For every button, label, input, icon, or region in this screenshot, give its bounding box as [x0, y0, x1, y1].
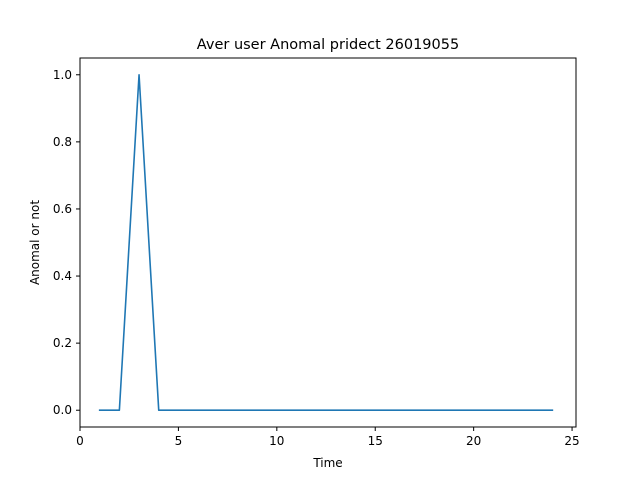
x-axis: 0 5 10 15 20 25	[76, 427, 580, 448]
x-axis-label: Time	[312, 456, 342, 470]
x-tick-label: 5	[175, 434, 183, 448]
y-tick-label: 0.8	[53, 135, 72, 149]
y-tick-label: 0.0	[53, 403, 72, 417]
y-axis: 0.0 0.2 0.4 0.6 0.8 1.0	[53, 68, 80, 417]
chart-title: Aver user Anomal pridect 26019055	[197, 37, 459, 53]
x-tick-label: 25	[564, 434, 579, 448]
y-tick-label: 0.4	[53, 269, 72, 283]
x-tick-label: 15	[368, 434, 383, 448]
x-tick-label: 0	[76, 434, 84, 448]
y-axis-label: Anomal or not	[28, 200, 42, 285]
series-line-0	[98, 73, 554, 412]
y-tick-label: 0.6	[53, 202, 72, 216]
y-tick-label: 1.0	[53, 68, 72, 82]
plot-area	[98, 73, 554, 412]
y-tick-label: 0.2	[53, 336, 72, 350]
x-tick-label: 10	[269, 434, 284, 448]
plot-frame	[79, 57, 577, 428]
x-tick-label: 20	[466, 434, 481, 448]
